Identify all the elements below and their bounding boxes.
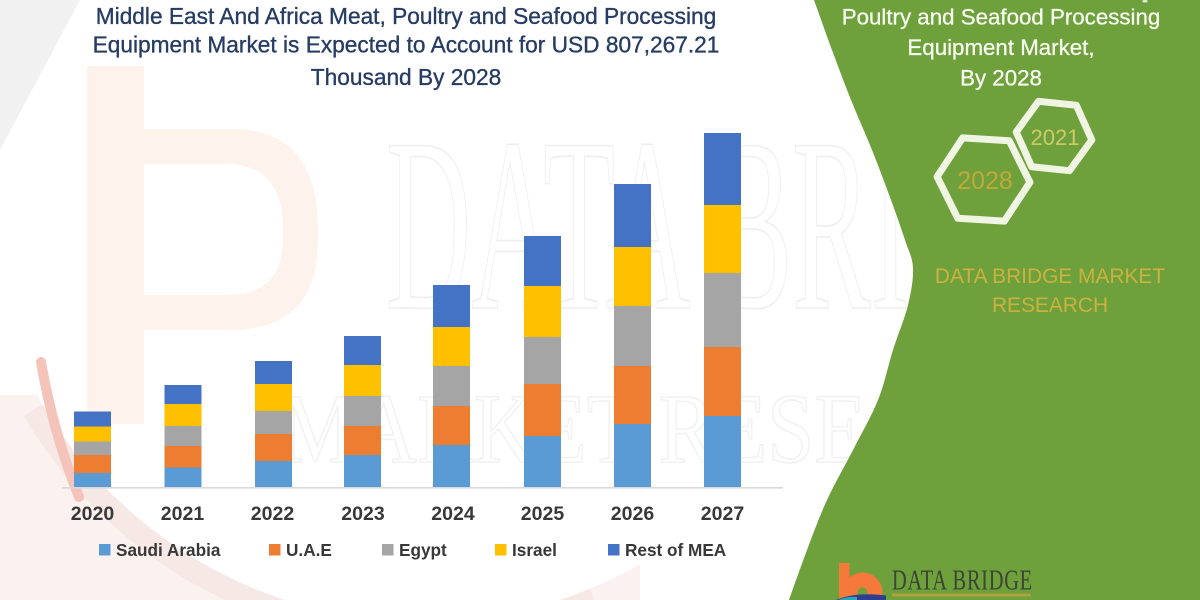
svg-text:2025: 2025	[521, 503, 565, 525]
svg-text:2028: 2028	[957, 167, 1013, 195]
svg-text:Middle East And Africa Meat, P: Middle East And Africa Meat, Poultry and…	[96, 3, 716, 29]
svg-text:2026: 2026	[611, 503, 655, 525]
svg-text:2021: 2021	[1031, 125, 1080, 150]
svg-text:2022: 2022	[251, 503, 295, 525]
svg-text:DATA BRIDGE MARKET: DATA BRIDGE MARKET	[935, 265, 1165, 288]
svg-text:2021: 2021	[161, 503, 205, 525]
svg-text:RESEARCH: RESEARCH	[992, 294, 1108, 317]
svg-text:Egypt: Egypt	[399, 540, 447, 560]
svg-text:2027: 2027	[701, 503, 744, 525]
svg-text:Equipment Market,: Equipment Market,	[907, 35, 1094, 60]
svg-text:2020: 2020	[71, 503, 115, 525]
svg-text:2024: 2024	[431, 503, 475, 525]
svg-text:Poultry and Seafood Processing: Poultry and Seafood Processing	[842, 5, 1161, 30]
svg-text:U.A.E: U.A.E	[286, 540, 332, 560]
svg-text:Saudi Arabia: Saudi Arabia	[116, 540, 221, 560]
svg-text:2023: 2023	[341, 503, 385, 525]
svg-text:Equipment Market is Expected t: Equipment Market is Expected to Account …	[93, 32, 720, 58]
svg-text:Thousand By 2028: Thousand By 2028	[311, 64, 501, 90]
svg-text:Rest of MEA: Rest of MEA	[625, 540, 726, 560]
svg-text:By 2028: By 2028	[960, 66, 1042, 91]
svg-text:DATA BRIDGE: DATA BRIDGE	[892, 566, 1033, 597]
svg-text:Israel: Israel	[512, 540, 557, 560]
